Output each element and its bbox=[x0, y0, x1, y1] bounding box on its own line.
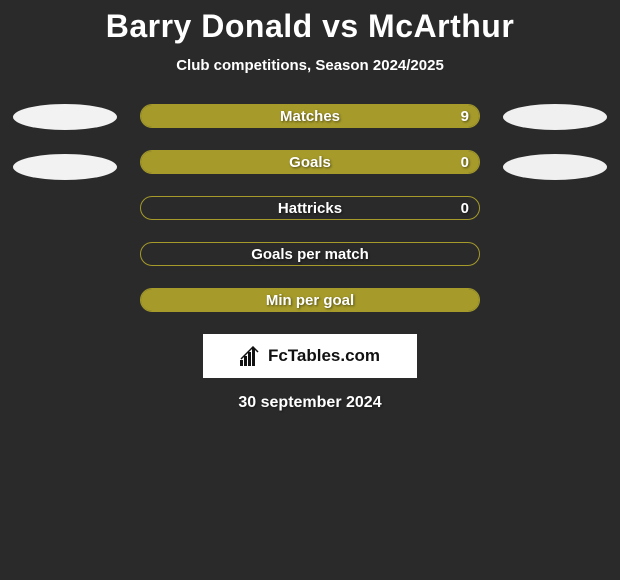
date-text: 30 september 2024 bbox=[238, 394, 381, 412]
page-title: Barry Donald vs McArthur bbox=[106, 8, 515, 45]
right-ellipse-1 bbox=[503, 104, 607, 130]
comparison-infographic: Barry Donald vs McArthur Club competitio… bbox=[0, 0, 620, 412]
fctables-logo-icon bbox=[240, 346, 262, 366]
stat-value-right: 0 bbox=[461, 154, 469, 171]
stat-label: Hattricks bbox=[278, 200, 342, 217]
stat-row-goals-per-match: Goals per match bbox=[140, 242, 480, 266]
stat-label: Min per goal bbox=[266, 292, 354, 309]
left-ellipse-2 bbox=[13, 154, 117, 180]
stat-rows: Matches 9 Goals 0 Hattricks 0 Goals per match M… bbox=[140, 104, 480, 312]
stat-row-goals: Goals 0 bbox=[140, 150, 480, 174]
stat-row-min-per-goal: Min per goal bbox=[140, 288, 480, 312]
stat-value-right: 9 bbox=[461, 108, 469, 125]
brand-box[interactable]: FcTables.com bbox=[203, 334, 417, 378]
stat-row-matches: Matches 9 bbox=[140, 104, 480, 128]
stat-label: Goals per match bbox=[251, 246, 369, 263]
stat-value-right: 0 bbox=[461, 200, 469, 217]
stat-label: Matches bbox=[280, 108, 340, 125]
stat-label: Goals bbox=[289, 154, 331, 171]
right-ellipse-2 bbox=[503, 154, 607, 180]
right-player-col bbox=[500, 104, 610, 204]
brand-text: FcTables.com bbox=[268, 346, 380, 366]
left-ellipse-1 bbox=[13, 104, 117, 130]
left-player-col bbox=[10, 104, 120, 204]
stat-row-hattricks: Hattricks 0 bbox=[140, 196, 480, 220]
stats-area: Matches 9 Goals 0 Hattricks 0 Goals per match M… bbox=[0, 104, 620, 312]
subtitle: Club competitions, Season 2024/2025 bbox=[176, 57, 444, 74]
